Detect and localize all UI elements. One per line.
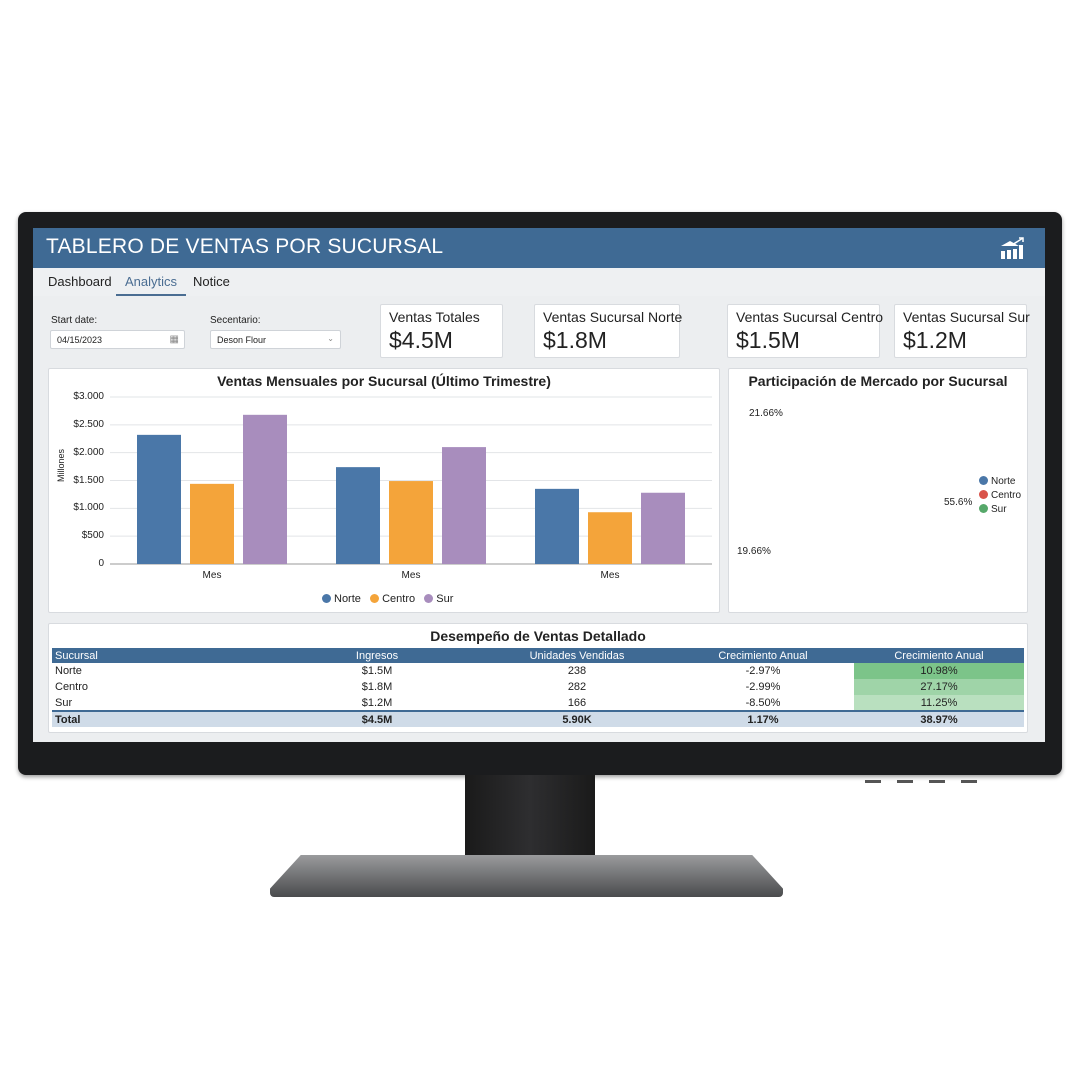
chart-growth-icon [1001, 237, 1024, 259]
scenario-label: Secentario: [210, 315, 261, 326]
col-crecimiento-2[interactable]: Crecimiento Anual [854, 648, 1024, 663]
col-crecimiento[interactable]: Crecimiento Anual [672, 648, 854, 663]
cell: $1.8M [361, 681, 393, 693]
kpi-title: Ventas Sucursal Sur [903, 309, 1030, 325]
bar-legend: Norte Centro Sur [322, 593, 453, 605]
y-tick-label: $1.000 [73, 502, 104, 514]
tab-analytics[interactable]: Analytics [116, 274, 187, 296]
legend-label: Centro [382, 593, 416, 605]
bar-chart-title: Ventas Mensuales por Sucursal (Último Tr… [217, 373, 551, 389]
kpi-value: $1.8M [543, 327, 607, 353]
pie-label-sur: 21.66% [749, 408, 783, 419]
cell: Norte [55, 665, 82, 677]
cell: 166 [567, 696, 587, 709]
cell: $1.2M [361, 696, 393, 709]
legend-centro: Centro [370, 593, 415, 605]
sales-table: Sucursal Ingresos Unidades Vendidas Crec… [52, 648, 1024, 727]
kpi-title: Ventas Totales [389, 309, 480, 325]
pie-label-norte: 55.6% [944, 497, 973, 508]
legend-norte: Norte [322, 593, 361, 605]
monitor-stand-neck [465, 775, 595, 863]
x-tick-label: Mes [600, 570, 620, 581]
legend-sur: Sur [424, 593, 453, 605]
pie-legend-centro: Centro [979, 489, 1021, 503]
scenario-value: Deson Flour [217, 335, 267, 345]
cell: $4.5M [272, 710, 482, 727]
pie-label-centro: 19.66% [737, 546, 771, 557]
table-title: Desempeño de Ventas Detallado [430, 628, 646, 644]
cell: 282 [567, 681, 587, 693]
y-tick-label: $2.000 [73, 446, 104, 458]
legend-dot [979, 476, 988, 485]
pie-legend: Norte Centro Sur [979, 475, 1021, 517]
y-tick-label: $2.500 [73, 418, 104, 430]
kpi-value: $4.5M [389, 327, 453, 353]
monitor-stand-base [270, 855, 783, 897]
tab-dashboard[interactable]: Dashboard [48, 274, 112, 289]
legend-dot [370, 594, 380, 603]
pie-chart-panel [728, 368, 1028, 613]
app-header [33, 228, 1045, 268]
calendar-icon[interactable]: ▦ [169, 334, 179, 345]
cell: 27.17% [854, 679, 1024, 695]
col-sucursal[interactable]: Sucursal [52, 648, 272, 663]
table-row: Sur $1.2M 166 -8.50% 11.25% [52, 695, 1024, 711]
legend-label: Sur [991, 504, 1007, 515]
pie-chart-title: Participación de Mercado por Sucursal [748, 373, 1008, 389]
page-title: TABLERO DE VENTAS POR SUCURSAL [46, 235, 444, 258]
kpi-card-norte: Ventas Sucursal Norte $1.8M [534, 304, 683, 358]
legend-label: Sur [436, 593, 454, 605]
cell: -2.99% [745, 681, 781, 693]
kpi-title: Ventas Sucursal Norte [543, 309, 683, 325]
kpi-title: Ventas Sucursal Centro [736, 309, 884, 325]
tab-notice[interactable]: Notice [193, 274, 230, 289]
x-tick-label: Mes [202, 570, 222, 581]
cell: 5.90K [482, 710, 672, 727]
cell: -2.97% [745, 665, 781, 677]
cell: 11.25% [854, 695, 1024, 711]
chevron-down-icon: ⌄ [327, 334, 334, 343]
kpi-card-total: Ventas Totales $4.5M [380, 304, 503, 358]
col-unidades[interactable]: Unidades Vendidas [482, 648, 672, 663]
table-row: Norte $1.5M 238 -2.97% 10.98% [52, 663, 1024, 679]
legend-dot [979, 504, 988, 513]
cell: Centro [55, 681, 89, 693]
cell: 1.17% [672, 710, 854, 727]
col-ingresos[interactable]: Ingresos [272, 648, 482, 663]
start-date-input[interactable]: 04/15/2023 ▦ [50, 330, 185, 349]
x-tick-label: Mes [401, 570, 421, 581]
start-date-value: 04/15/2023 [57, 335, 103, 345]
cell: -8.50% [745, 696, 781, 709]
y-tick-label: 0 [98, 558, 104, 569]
scenario-select[interactable]: Deson Flour ⌄ [210, 330, 341, 349]
legend-dot [424, 594, 434, 603]
legend-label: Norte [991, 476, 1016, 487]
tab-bar [33, 268, 1045, 296]
pie-legend-norte: Norte [979, 475, 1021, 489]
table-header-row: Sucursal Ingresos Unidades Vendidas Crec… [52, 648, 1024, 663]
cell: 238 [567, 665, 587, 677]
table-total-row: Total $4.5M 5.90K 1.17% 38.97% [52, 710, 1024, 727]
legend-label: Norte [334, 593, 361, 605]
cell: $1.5M [361, 665, 393, 677]
cell: 10.98% [854, 663, 1024, 679]
kpi-value: $1.5M [736, 327, 800, 353]
legend-dot [979, 490, 988, 499]
monitor-buttons [865, 770, 1015, 783]
kpi-value: $1.2M [903, 327, 967, 353]
start-date-label: Start date: [51, 315, 98, 326]
kpi-card-centro: Ventas Sucursal Centro $1.5M [727, 304, 884, 358]
legend-label: Centro [991, 490, 1022, 501]
pie-legend-sur: Sur [979, 503, 1021, 517]
y-tick-label: $500 [81, 530, 104, 542]
y-tick-label: $3.000 [73, 391, 104, 402]
cell: 38.97% [854, 710, 1024, 727]
table-row: Centro $1.8M 282 -2.99% 27.17% [52, 679, 1024, 695]
kpi-card-sur: Ventas Sucursal Sur $1.2M [894, 304, 1030, 358]
legend-dot [322, 594, 331, 603]
cell: Total [52, 710, 272, 727]
y-tick-label: $1.500 [73, 474, 104, 486]
cell: Sur [55, 696, 73, 709]
